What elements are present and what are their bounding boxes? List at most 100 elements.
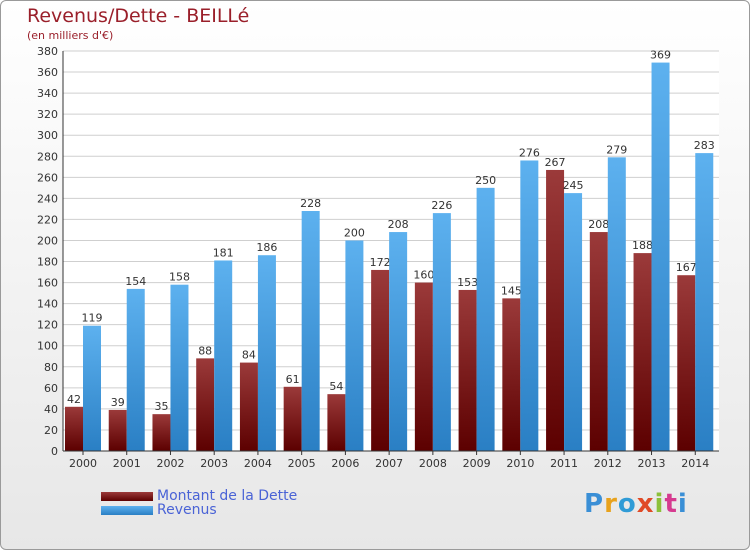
- x-tick-label: 2004: [244, 457, 272, 470]
- bar-debt: [327, 394, 346, 451]
- data-label-debt: 160: [413, 269, 434, 282]
- legend-item-revenue: Revenus: [101, 502, 217, 518]
- chart-title: Revenus/Dette - BEILLé: [27, 5, 250, 27]
- data-label-revenue: 250: [475, 174, 496, 187]
- bars: 42 119 39 154 35 158 88 181 84 186 61 228 54 200 172 20…: [65, 49, 715, 451]
- legend-item-debt: Montant de la Dette: [101, 488, 298, 504]
- data-label-revenue: 208: [388, 218, 409, 231]
- bar-debt: [546, 169, 565, 451]
- bar-debt: [65, 406, 83, 451]
- y-tick-label: 340: [37, 87, 58, 100]
- bar-revenue: [432, 213, 451, 451]
- x-tick-label: 2003: [200, 457, 228, 470]
- y-tick-label: 220: [37, 213, 58, 226]
- y-tick-label: 280: [37, 150, 58, 163]
- bar-debt: [152, 414, 171, 451]
- data-label-debt: 188: [632, 239, 653, 252]
- bar-debt: [502, 298, 521, 451]
- bar-debt: [196, 358, 215, 451]
- bar-revenue: [564, 193, 583, 451]
- data-label-debt: 167: [676, 261, 697, 274]
- bar-revenue: [476, 187, 495, 451]
- y-tick-label: 140: [37, 298, 58, 311]
- y-tick-label: 80: [44, 361, 58, 374]
- x-tick-label: 2012: [594, 457, 622, 470]
- chart-subtitle: (en milliers d'€): [27, 29, 114, 42]
- data-label-revenue: 181: [213, 246, 234, 259]
- data-label-revenue: 228: [300, 197, 321, 210]
- bar-debt: [589, 232, 608, 451]
- bar-debt: [108, 409, 127, 451]
- data-label-debt: 39: [111, 396, 125, 409]
- x-tick-label: 2011: [550, 457, 578, 470]
- x-tick-label: 2005: [288, 457, 316, 470]
- x-tick-label: 2009: [463, 457, 491, 470]
- y-tick-label: 320: [37, 108, 58, 121]
- bar-debt: [633, 253, 652, 451]
- data-label-debt: 208: [588, 218, 609, 231]
- data-label-revenue: 186: [256, 241, 277, 254]
- data-label-debt: 172: [370, 256, 391, 269]
- data-label-revenue: 154: [125, 275, 146, 288]
- bar-revenue: [170, 284, 189, 451]
- x-tick-label: 2007: [375, 457, 403, 470]
- legend-swatch-debt: [101, 491, 153, 501]
- y-tick-label: 60: [44, 382, 58, 395]
- bar-revenue: [257, 255, 276, 451]
- legend-label-debt: Montant de la Dette: [157, 488, 298, 504]
- data-label-revenue: 226: [431, 199, 452, 212]
- bar-revenue: [301, 211, 320, 451]
- bar-debt: [283, 386, 302, 451]
- data-label-revenue: 283: [694, 139, 715, 152]
- x-tick-label: 2013: [638, 457, 666, 470]
- data-label-revenue: 369: [650, 49, 671, 62]
- legend-label-revenue: Revenus: [157, 502, 217, 518]
- bar-revenue: [695, 153, 714, 451]
- data-label-debt: 61: [286, 373, 300, 386]
- data-label-debt: 84: [242, 349, 256, 362]
- bar-revenue: [214, 260, 233, 451]
- data-label-revenue: 158: [169, 271, 190, 284]
- bar-debt: [677, 275, 696, 451]
- legend-swatch-revenue: [101, 505, 153, 515]
- data-label-debt: 145: [501, 284, 522, 297]
- data-label-revenue: 200: [344, 226, 365, 239]
- bar-debt: [414, 282, 433, 451]
- data-label-revenue: 245: [563, 179, 584, 192]
- x-tick-label: 2008: [419, 457, 447, 470]
- data-label-revenue: 276: [519, 146, 540, 159]
- x-tick-label: 2014: [681, 457, 709, 470]
- y-tick-label: 20: [44, 424, 58, 437]
- y-tick-label: 200: [37, 234, 58, 247]
- bar-revenue: [83, 325, 101, 451]
- y-tick-label: 240: [37, 192, 58, 205]
- bar-debt: [371, 269, 390, 451]
- bar-debt: [239, 362, 258, 451]
- bar-revenue: [126, 288, 145, 451]
- x-tick-label: 2002: [156, 457, 184, 470]
- data-label-revenue: 279: [606, 143, 627, 156]
- y-tick-label: 260: [37, 171, 58, 184]
- data-label-debt: 54: [329, 380, 343, 393]
- y-tick-label: 360: [37, 66, 58, 79]
- y-tick-label: 160: [37, 277, 58, 290]
- bar-revenue: [651, 62, 670, 451]
- y-tick-label: 300: [37, 129, 58, 142]
- data-label-debt: 153: [457, 276, 478, 289]
- data-label-debt: 88: [198, 344, 212, 357]
- x-tick-label: 2010: [506, 457, 534, 470]
- proxiti-logo: Proxiti: [584, 489, 688, 519]
- bar-revenue: [520, 160, 539, 451]
- bar-revenue: [389, 232, 408, 451]
- bar-revenue: [607, 157, 626, 451]
- bar-revenue: [345, 240, 364, 451]
- data-label-revenue: 119: [82, 312, 103, 325]
- y-tick-label: 120: [37, 319, 58, 332]
- data-label-debt: 267: [545, 156, 566, 169]
- x-tick-label: 2006: [331, 457, 359, 470]
- data-label-debt: 42: [67, 393, 81, 406]
- y-tick-label: 100: [37, 340, 58, 353]
- y-tick-label: 380: [37, 45, 58, 58]
